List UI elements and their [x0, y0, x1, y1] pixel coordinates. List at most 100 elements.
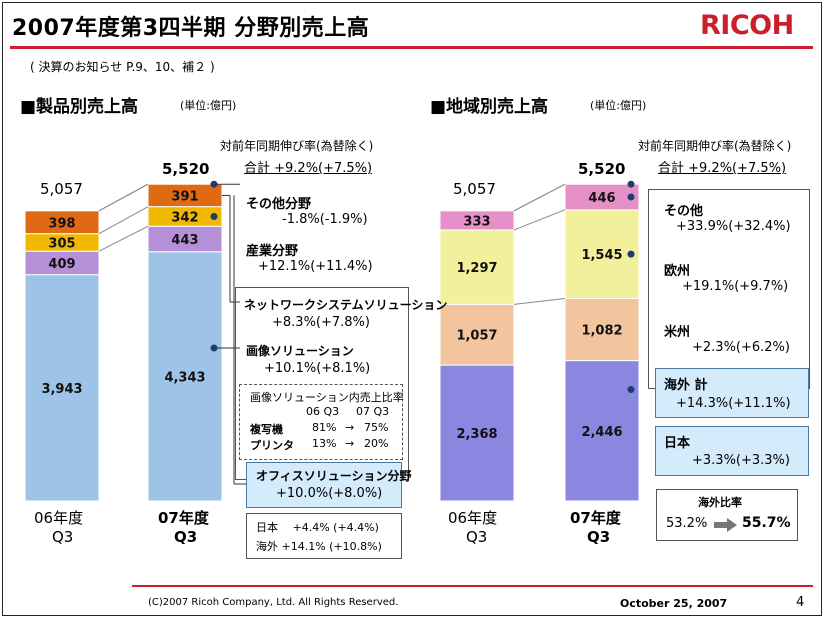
- bar-value-label: 391: [171, 189, 198, 204]
- bar-segment: [147, 225, 223, 253]
- product-total-growth: 合計 +9.2%(+7.5%): [244, 161, 373, 176]
- product-chart-unit: (単位:億円): [180, 99, 237, 112]
- overseas-ratio-from: 53.2%: [666, 516, 708, 531]
- label-americas: 米州: [664, 325, 691, 340]
- label-network-system: ネットワークシステムソリューション: [244, 298, 448, 312]
- connector-line: [98, 206, 149, 235]
- region-cat-06-year: 06年度: [448, 509, 498, 527]
- source-note: ( 決算のお知らせ P.9、10、補２ ): [30, 60, 215, 74]
- ratio-row-v1: 81%: [312, 421, 337, 434]
- ratio-row-arrow: →: [345, 437, 355, 450]
- overseas-ratio-title: 海外比率: [698, 496, 742, 509]
- office-solutions-box: [246, 462, 402, 508]
- bar-segment: [24, 210, 100, 235]
- office-breakdown-box: [246, 513, 402, 559]
- leader-dot: [210, 212, 218, 220]
- imaging-ratio-title: 画像ソリューション内売上比率: [250, 391, 404, 404]
- bar-segment: [439, 364, 515, 502]
- bar-value-label: 1,545: [581, 248, 622, 263]
- imaging-ratio-col-07: 07 Q3: [356, 405, 390, 418]
- bar-value-label: 1,297: [456, 261, 497, 276]
- connector-line: [98, 225, 149, 252]
- bar-segment: [564, 360, 640, 502]
- bar-value-label: 443: [171, 233, 198, 248]
- leader-dot: [627, 386, 635, 394]
- growth-industrial: +12.1%(+11.4%): [258, 259, 373, 274]
- product-growth-header: 対前年同期伸び率(為替除く): [220, 139, 374, 153]
- office-overseas-growth: 海外 +14.1% (+10.8%): [256, 540, 382, 553]
- growth-americas: +2.3%(+6.2%): [692, 340, 790, 355]
- region-chart-title: ■地域別売上高: [430, 97, 549, 117]
- label-other-region: その他: [664, 204, 704, 219]
- connector-line: [513, 297, 566, 305]
- growth-office-solutions: +10.0%(+8.0%): [276, 486, 383, 501]
- product-total-06: 5,057: [40, 180, 83, 198]
- product-cat-07-q: Q3: [174, 528, 198, 546]
- ratio-row-name: 複写機: [250, 423, 283, 436]
- bar-segment: [564, 297, 640, 362]
- product-total-07: 5,520: [162, 160, 210, 178]
- ratio-row-v2: 75%: [364, 421, 389, 434]
- label-europe: 欧州: [664, 264, 691, 279]
- growth-europe: +19.1%(+9.7%): [682, 279, 789, 294]
- connector-line: [513, 183, 566, 212]
- bar-value-label: 333: [463, 214, 490, 229]
- product-cat-07-year: 07年度: [158, 509, 209, 527]
- connector-line: [513, 209, 566, 231]
- footer-date: October 25, 2007: [620, 597, 728, 610]
- label-office-solutions: オフィスソリューション分野: [256, 469, 412, 483]
- bar-segment: [439, 229, 515, 305]
- region-chart-unit: (単位:億円): [590, 99, 647, 112]
- growth-network-system: +8.3%(+7.8%): [272, 315, 370, 330]
- growth-imaging-solutions: +10.1%(+8.1%): [264, 361, 371, 376]
- leader-dot: [627, 180, 635, 188]
- arrow-right-icon: [714, 517, 738, 532]
- region-total-06: 5,057: [453, 180, 496, 198]
- growth-other-segment: -1.8%(-1.9%): [282, 212, 368, 227]
- label-other-segment: その他分野: [246, 197, 312, 212]
- bar-value-label: 446: [588, 191, 615, 206]
- overseas-ratio-to: 55.7%: [742, 515, 791, 531]
- growth-other-region: +33.9%(+32.4%): [676, 219, 791, 234]
- ricoh-logo: RICOH: [700, 10, 794, 41]
- copyright: (C)2007 Ricoh Company, Ltd. All Rights R…: [148, 597, 399, 608]
- label-imaging-solutions: 画像ソリューション: [246, 344, 354, 358]
- bar-value-label: 3,943: [41, 382, 82, 397]
- product-cat-06-q: Q3: [52, 528, 74, 546]
- bar-segment: [147, 251, 223, 502]
- label-industrial: 産業分野: [246, 244, 299, 259]
- ratio-row-arrow: →: [345, 421, 355, 434]
- bar-value-label: 398: [48, 216, 75, 231]
- imaging-ratio-box: [239, 384, 403, 460]
- bar-value-label: 2,446: [581, 425, 622, 440]
- label-japan: 日本: [664, 436, 691, 451]
- bar-value-label: 1,057: [456, 329, 497, 344]
- office-japan-growth: 日本 +4.4% (+4.4%): [256, 521, 379, 534]
- page-title: 2007年度第3四半期 分野別売上高: [12, 16, 370, 41]
- ratio-row-v1: 13%: [312, 437, 337, 450]
- bar-value-label: 409: [48, 257, 75, 272]
- overseas-total-box: [655, 368, 809, 418]
- region-cat-07-q: Q3: [587, 528, 611, 546]
- bar-segment: [564, 209, 640, 299]
- growth-overseas-total: +14.3%(+11.1%): [676, 396, 791, 411]
- region-total-07: 5,520: [578, 160, 626, 178]
- bar-segment: [564, 183, 640, 211]
- connector-line: [98, 183, 149, 212]
- bar-value-label: 305: [48, 236, 75, 251]
- label-overseas-total: 海外 計: [664, 378, 708, 393]
- bar-value-label: 342: [171, 210, 198, 225]
- imaging-ratio-col-06: 06 Q3: [306, 405, 340, 418]
- bar-segment: [439, 303, 515, 366]
- growth-japan: +3.3%(+3.3%): [692, 453, 790, 468]
- bar-value-label: 4,343: [164, 370, 205, 385]
- overseas-ratio-box: [656, 489, 798, 541]
- leader-dot: [627, 250, 635, 258]
- region-total-growth: 合計 +9.2%(+7.5%): [658, 161, 787, 176]
- ratio-row-name: プリンタ: [250, 439, 294, 452]
- product-chart-title: ■製品別売上高: [20, 97, 139, 117]
- region-cat-06-q: Q3: [466, 528, 488, 546]
